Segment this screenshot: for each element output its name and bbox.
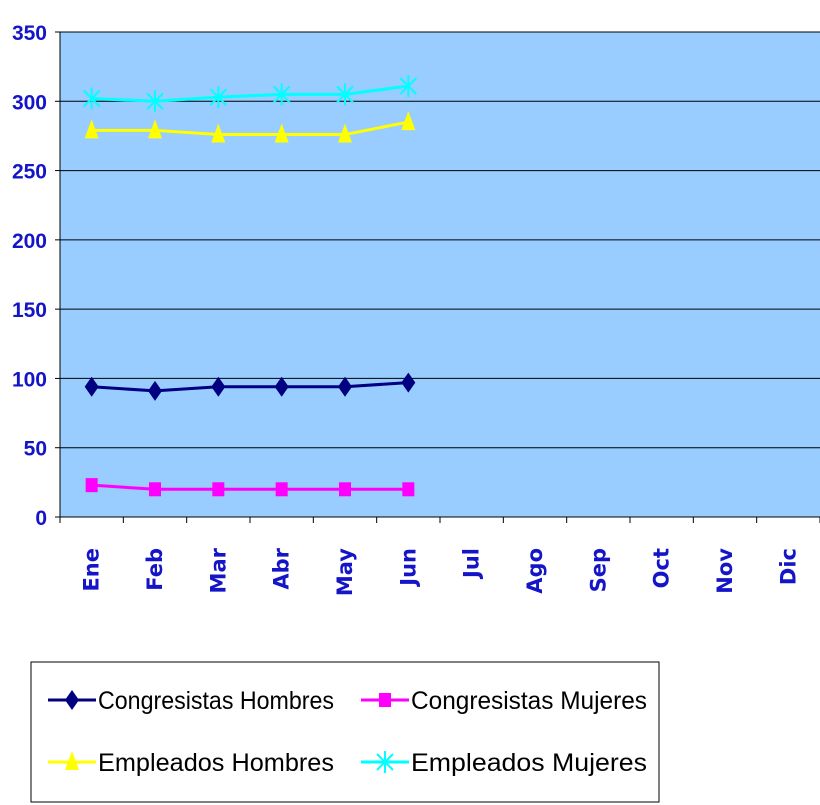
x-tick-label: Jul <box>460 548 484 580</box>
congresistas-mujeres-point <box>275 482 288 497</box>
empleados-hombres-point <box>211 123 226 143</box>
congresistas-hombres-point <box>148 380 162 401</box>
y-tick-label: 50 <box>24 438 47 461</box>
y-tick-label: 200 <box>12 230 47 253</box>
x-tick-label: Feb <box>143 548 167 591</box>
congresistas-mujeres-point <box>85 478 98 493</box>
empleados-hombres-point <box>401 111 416 131</box>
legend-label-empleados-mujeres: Empleados Mujeres <box>411 749 647 777</box>
legend-marker-congresistas-hombres <box>65 690 79 710</box>
empleados-hombres-point <box>84 119 99 139</box>
legend-label-congresistas-hombres: Congresistas Hombres <box>98 687 334 715</box>
empleados-mujeres-point <box>146 90 164 113</box>
congresistas-mujeres-point <box>339 482 351 497</box>
x-tick-label: Sep <box>586 548 610 592</box>
x-tick-label: Abr <box>270 547 294 589</box>
y-tick-label: 250 <box>12 161 47 184</box>
congresistas-mujeres-point <box>212 482 225 497</box>
legend-marker-congresistas-mujeres <box>379 693 391 707</box>
x-axis-ticks: Ene Feb Mar Abr May Jun Jul Ago Sep Oct Nov Dic <box>59 517 820 596</box>
y-tick-label: 0 <box>35 507 47 530</box>
congresistas-hombres-point <box>338 376 352 397</box>
x-tick-label: Ene <box>80 548 104 592</box>
congresistas-hombres-point <box>84 376 99 397</box>
empleados-mujeres-point <box>82 87 101 110</box>
empleados-mujeres-point <box>336 83 354 106</box>
legend: Congresistas Hombres Congresistas Mujeres… <box>48 687 647 777</box>
x-tick-label: Ago <box>523 548 547 594</box>
empleados-mujeres-line <box>91 84 409 103</box>
legend-label-congresistas-mujeres: Congresistas Mujeres <box>411 687 647 715</box>
x-tick-label: May <box>333 548 357 596</box>
legend-label-empleados-hombres: Empleados Hombres <box>98 749 334 777</box>
y-tick-label: 150 <box>12 299 47 322</box>
legend-marker-empleados-hombres <box>65 751 79 770</box>
empleados-hombres-point <box>274 123 289 143</box>
x-tick-label: Mar <box>206 547 230 593</box>
congresistas-hombres-line <box>91 381 409 393</box>
x-tick-label: Oct <box>650 548 674 588</box>
empleados-mujeres-point <box>209 86 228 109</box>
y-tick-label: 350 <box>12 22 47 45</box>
congresistas-hombres-point <box>401 372 416 393</box>
congresistas-mujeres-point <box>149 482 161 497</box>
empleados-hombres-point <box>148 119 162 139</box>
x-tick-label: Dic <box>776 548 800 585</box>
congresistas-mujeres-line <box>91 483 409 491</box>
congresistas-hombres-point <box>274 376 289 397</box>
legend-marker-empleados-mujeres <box>376 751 394 773</box>
y-tick-label: 300 <box>12 91 47 114</box>
gridlines <box>60 31 820 449</box>
congresistas-mujeres-point <box>402 482 415 497</box>
x-tick-label: Jun <box>396 548 420 588</box>
plot-area <box>60 32 820 517</box>
x-tick-label: Nov <box>713 548 737 594</box>
legend-box <box>30 661 660 803</box>
empleados-mujeres-point <box>399 75 418 98</box>
empleados-hombres-point <box>338 123 352 143</box>
empleados-hombres-line <box>91 120 409 137</box>
congresistas-hombres-point <box>211 376 226 397</box>
y-axis-ticks: 0 50 100 150 200 250 300 350 <box>12 22 60 530</box>
empleados-mujeres-point <box>272 83 291 106</box>
y-tick-label: 100 <box>12 368 47 391</box>
series-group <box>82 75 418 497</box>
